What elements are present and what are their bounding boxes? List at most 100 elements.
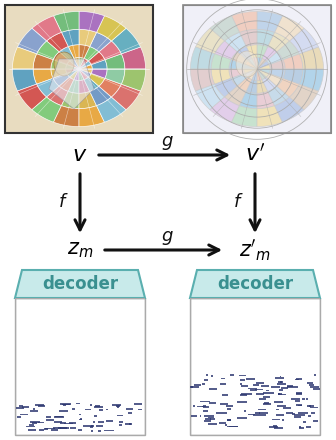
Polygon shape: [277, 41, 299, 60]
Polygon shape: [237, 47, 252, 61]
Polygon shape: [112, 28, 140, 54]
Bar: [197, 406, 204, 407]
Bar: [55, 416, 63, 418]
Polygon shape: [268, 86, 289, 106]
Polygon shape: [257, 11, 283, 33]
Polygon shape: [67, 61, 79, 69]
Bar: [313, 389, 321, 390]
Bar: [263, 403, 270, 405]
Text: $\mathit{f}$: $\mathit{f}$: [58, 193, 68, 211]
Polygon shape: [191, 47, 215, 69]
Bar: [15, 298, 145, 435]
Bar: [30, 410, 38, 412]
Bar: [306, 426, 311, 428]
Bar: [33, 408, 35, 410]
Polygon shape: [79, 92, 96, 109]
Polygon shape: [79, 65, 92, 69]
Bar: [264, 403, 268, 404]
Polygon shape: [79, 11, 104, 33]
Bar: [90, 426, 93, 428]
Bar: [263, 396, 270, 398]
Bar: [193, 405, 195, 407]
Polygon shape: [196, 28, 224, 54]
Bar: [106, 420, 113, 422]
Bar: [222, 394, 228, 396]
Bar: [46, 419, 54, 421]
Text: $\mathit{v}$: $\mathit{v}$: [72, 144, 88, 166]
Polygon shape: [244, 65, 257, 69]
Polygon shape: [59, 47, 74, 61]
Bar: [208, 417, 214, 418]
Bar: [292, 413, 295, 415]
Polygon shape: [262, 47, 277, 61]
Polygon shape: [248, 59, 257, 69]
Bar: [194, 384, 201, 385]
Polygon shape: [112, 84, 140, 110]
Polygon shape: [211, 69, 231, 84]
Polygon shape: [231, 52, 248, 65]
Polygon shape: [246, 80, 257, 93]
Bar: [256, 393, 264, 395]
Polygon shape: [53, 73, 70, 86]
Bar: [225, 424, 227, 426]
Bar: [117, 406, 119, 408]
Polygon shape: [66, 69, 79, 73]
Bar: [129, 423, 131, 425]
Polygon shape: [105, 69, 125, 84]
Text: decoder: decoder: [217, 275, 293, 293]
Bar: [278, 381, 283, 383]
Polygon shape: [257, 45, 268, 59]
Polygon shape: [232, 11, 257, 33]
Polygon shape: [248, 69, 257, 80]
Polygon shape: [215, 41, 237, 60]
Polygon shape: [47, 33, 68, 52]
Bar: [59, 422, 66, 424]
Bar: [91, 425, 93, 427]
Polygon shape: [79, 69, 88, 80]
Polygon shape: [229, 60, 245, 69]
Bar: [263, 392, 274, 394]
Bar: [190, 298, 320, 435]
Bar: [307, 405, 311, 407]
Bar: [221, 378, 224, 379]
Bar: [211, 375, 213, 377]
Polygon shape: [84, 47, 99, 61]
Polygon shape: [79, 61, 91, 69]
Bar: [275, 377, 284, 379]
Polygon shape: [79, 69, 84, 81]
Bar: [53, 428, 61, 429]
Polygon shape: [32, 16, 61, 41]
Bar: [280, 375, 282, 378]
Polygon shape: [79, 29, 96, 47]
Ellipse shape: [54, 52, 74, 76]
Text: $z_m$: $z_m$: [67, 240, 93, 260]
Bar: [126, 408, 133, 410]
Bar: [209, 388, 217, 390]
Bar: [64, 422, 73, 425]
Polygon shape: [257, 69, 270, 73]
Polygon shape: [237, 77, 252, 92]
Bar: [29, 429, 36, 431]
Bar: [51, 429, 57, 431]
Polygon shape: [262, 77, 277, 92]
Bar: [276, 414, 284, 416]
Polygon shape: [268, 33, 289, 52]
Polygon shape: [70, 59, 79, 69]
Polygon shape: [269, 60, 285, 69]
Bar: [283, 407, 291, 409]
Polygon shape: [224, 33, 246, 52]
Bar: [255, 412, 260, 414]
Bar: [16, 407, 24, 409]
Bar: [5, 5, 153, 133]
Bar: [54, 421, 62, 423]
Bar: [279, 394, 286, 396]
Bar: [240, 383, 242, 385]
Bar: [59, 410, 68, 412]
Polygon shape: [79, 69, 92, 73]
Ellipse shape: [236, 51, 258, 77]
Polygon shape: [283, 69, 303, 84]
Bar: [79, 414, 81, 415]
Polygon shape: [229, 69, 245, 78]
Bar: [190, 386, 193, 388]
Polygon shape: [33, 69, 53, 84]
